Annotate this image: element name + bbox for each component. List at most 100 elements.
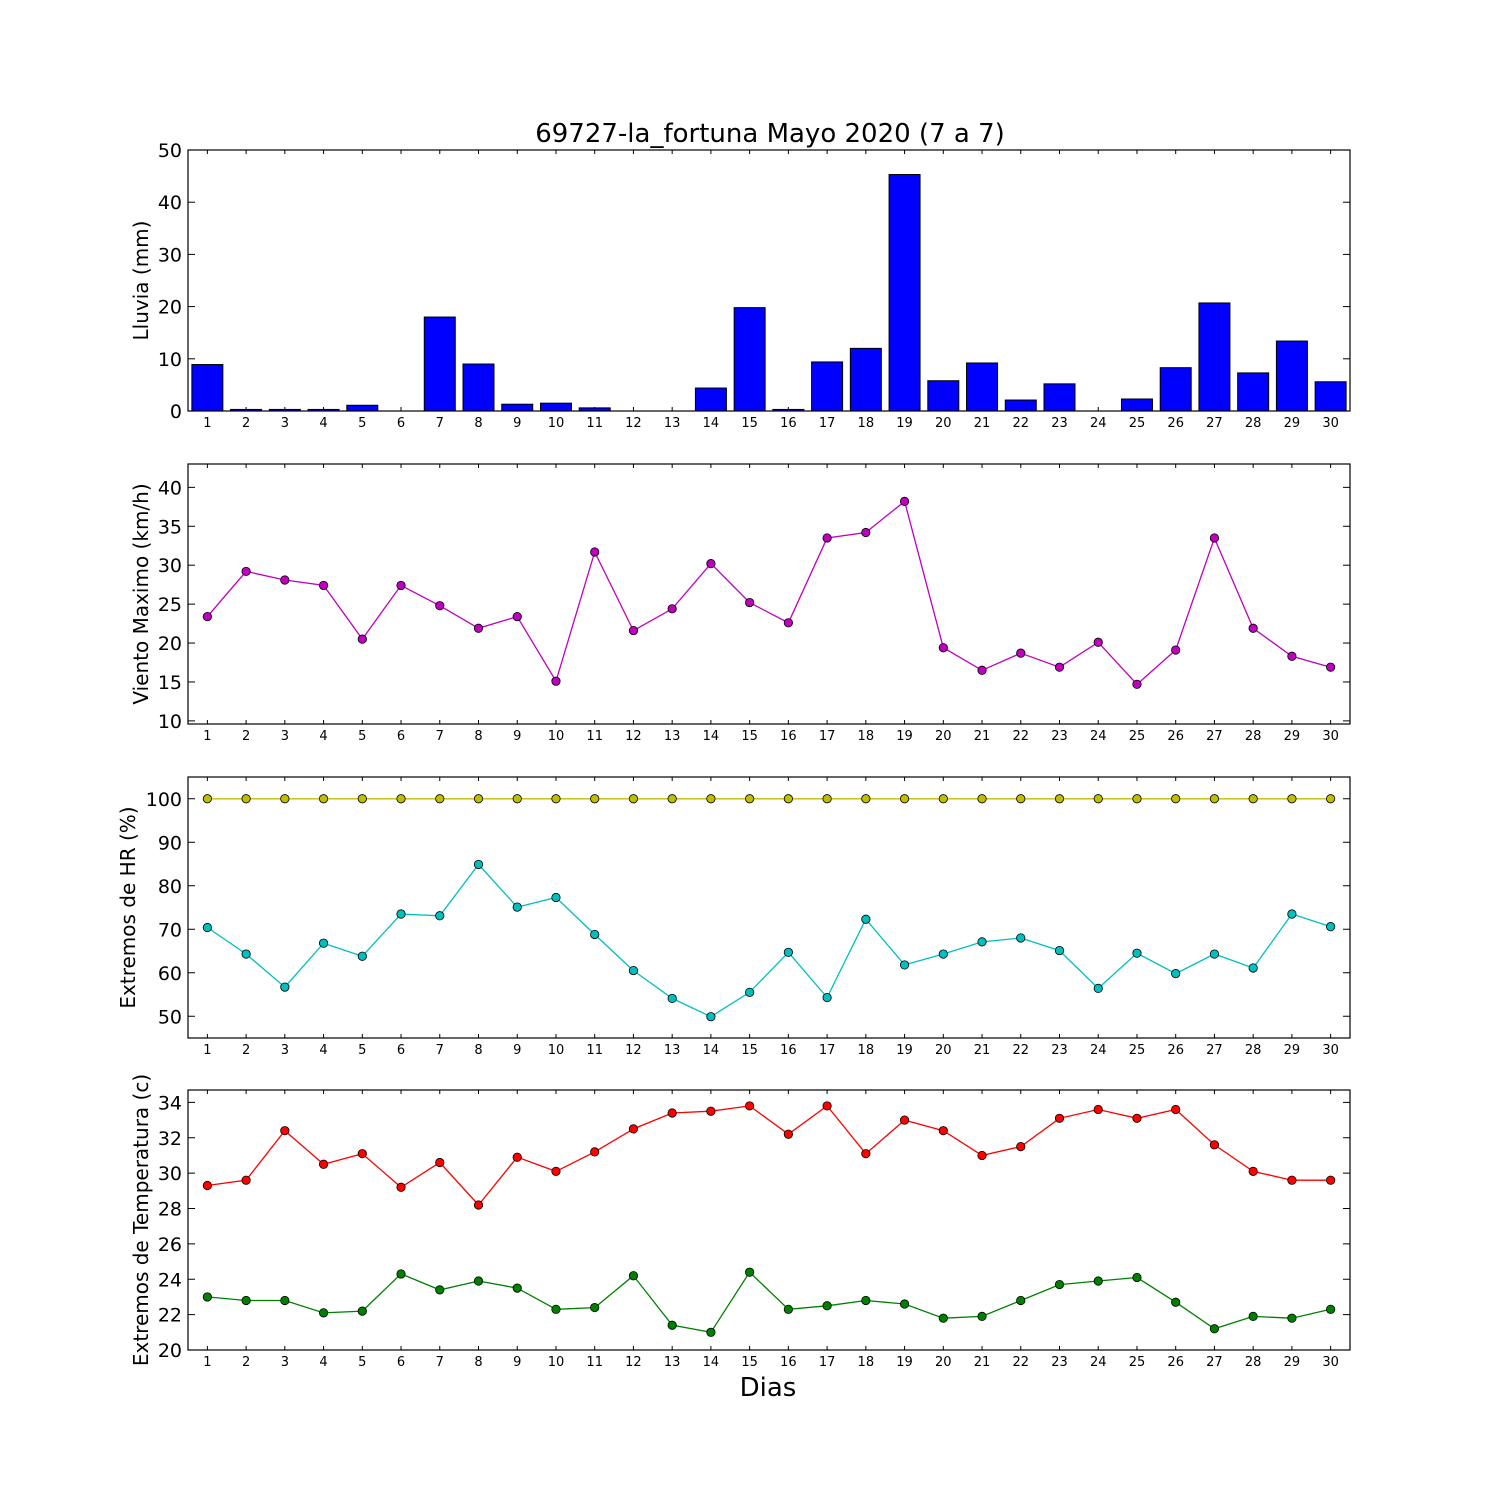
data-point-t_max <box>241 1175 251 1185</box>
data-point-hr_min <box>1054 945 1065 956</box>
x-tick-label: 22 <box>1012 729 1029 744</box>
data-point-wind <box>202 611 212 622</box>
x-tick-label: 15 <box>741 729 758 744</box>
y-tick-label: 20 <box>158 297 182 319</box>
data-point-t_min <box>745 1267 755 1277</box>
y-tick-label: 24 <box>158 1269 182 1291</box>
x-tick-label: 1 <box>203 1043 211 1058</box>
x-tick-label: 23 <box>1051 1043 1068 1058</box>
x-tick-label: 23 <box>1051 416 1068 431</box>
y-tick-label: 100 <box>146 789 182 811</box>
series-line-t_max <box>207 1105 1331 1206</box>
data-point-hr_max <box>938 794 948 804</box>
x-tick-label: 27 <box>1206 1355 1223 1370</box>
x-tick-label: 14 <box>703 416 720 431</box>
x-tick-label: 1 <box>203 416 211 431</box>
data-point-hr_min <box>1209 949 1220 959</box>
x-tick-label: 2 <box>242 416 250 431</box>
data-point-hr_max <box>783 794 793 804</box>
data-point-hr_max <box>435 794 445 804</box>
data-point-wind <box>551 676 561 686</box>
data-point-t_min <box>202 1292 212 1302</box>
plot-area <box>188 150 1350 411</box>
x-tick-label: 16 <box>780 1043 797 1058</box>
bar <box>1237 372 1270 412</box>
data-point-hr_min <box>1016 933 1026 943</box>
x-tick-label: 17 <box>819 1355 836 1370</box>
data-point-wind <box>861 527 871 538</box>
x-tick-label: 27 <box>1206 1043 1223 1058</box>
x-tick-label: 7 <box>436 1355 444 1370</box>
x-tick-label: 19 <box>896 1043 913 1058</box>
x-tick-label: 24 <box>1090 1355 1107 1370</box>
data-point-t_max <box>1326 1175 1336 1185</box>
x-tick-label: 8 <box>474 1355 482 1370</box>
x-tick-label: 16 <box>780 1355 797 1370</box>
data-point-t_max <box>1209 1140 1220 1150</box>
data-point-hr_max <box>551 794 561 804</box>
bar <box>1198 302 1231 412</box>
data-point-t_min <box>357 1306 367 1316</box>
x-tick-label: 1 <box>203 1355 211 1370</box>
data-point-hr_max <box>1326 794 1336 804</box>
y-tick-label: 70 <box>158 919 182 941</box>
data-point-t_min <box>1287 1313 1297 1323</box>
data-point-t_min <box>1054 1279 1065 1290</box>
data-point-wind <box>590 547 600 557</box>
y-tick-label: 60 <box>158 963 182 985</box>
data-point-t_min <box>977 1311 987 1321</box>
x-tick-label: 4 <box>319 729 327 744</box>
data-point-t_min <box>938 1313 948 1323</box>
plot-area <box>188 777 1350 1038</box>
data-point-hr_max <box>280 794 290 804</box>
y-tick-label: 15 <box>158 672 182 694</box>
bar <box>1004 399 1037 412</box>
data-point-t_min <box>280 1295 290 1306</box>
x-tick-label: 21 <box>974 1043 991 1058</box>
x-tick-label: 24 <box>1090 1043 1107 1058</box>
bar <box>1043 383 1076 412</box>
data-point-t_max <box>1287 1175 1297 1185</box>
data-point-hr_min <box>822 992 832 1003</box>
x-tick-label: 26 <box>1167 416 1184 431</box>
data-point-wind <box>822 533 832 543</box>
bar <box>733 307 766 412</box>
data-point-wind <box>783 618 793 628</box>
y-tick-label: 90 <box>158 832 182 854</box>
x-tick-label: 20 <box>935 729 952 744</box>
x-tick-label: 3 <box>281 416 289 431</box>
y-tick-label: 25 <box>158 594 182 616</box>
x-tick-label: 6 <box>397 416 405 431</box>
y-tick-label: 20 <box>158 633 182 655</box>
data-point-hr_min <box>435 911 445 921</box>
bar <box>1159 367 1192 412</box>
x-tick-label: 19 <box>896 729 913 744</box>
axes-frame <box>187 776 1351 1039</box>
x-tick-label: 7 <box>436 416 444 431</box>
data-point-hr_min <box>783 947 793 957</box>
x-tick-label: 12 <box>625 729 642 744</box>
data-point-hr_max <box>977 794 987 804</box>
data-point-wind <box>628 625 639 636</box>
data-point-hr_min <box>628 965 639 976</box>
x-tick-label: 12 <box>625 1355 642 1370</box>
bar <box>346 404 379 412</box>
x-tick-label: 4 <box>319 1043 327 1058</box>
data-point-t_min <box>1209 1324 1220 1334</box>
axes-frame <box>187 463 1351 725</box>
y-axis-label: Viento Maximo (km/h) <box>129 483 153 704</box>
data-point-t_min <box>667 1320 677 1330</box>
x-tick-label: 27 <box>1206 729 1223 744</box>
y-tick-label: 20 <box>158 1340 182 1362</box>
data-point-hr_max <box>1093 794 1103 804</box>
x-tick-label: 21 <box>974 1355 991 1370</box>
data-point-t_max <box>1016 1141 1026 1152</box>
x-tick-label: 13 <box>664 416 681 431</box>
data-point-t_max <box>318 1159 329 1169</box>
x-tick-label: 18 <box>858 1355 875 1370</box>
y-axis-label: Extremos de Temperatura (c) <box>129 1074 153 1366</box>
data-point-hr_max <box>667 794 677 804</box>
data-point-t_max <box>473 1200 484 1210</box>
